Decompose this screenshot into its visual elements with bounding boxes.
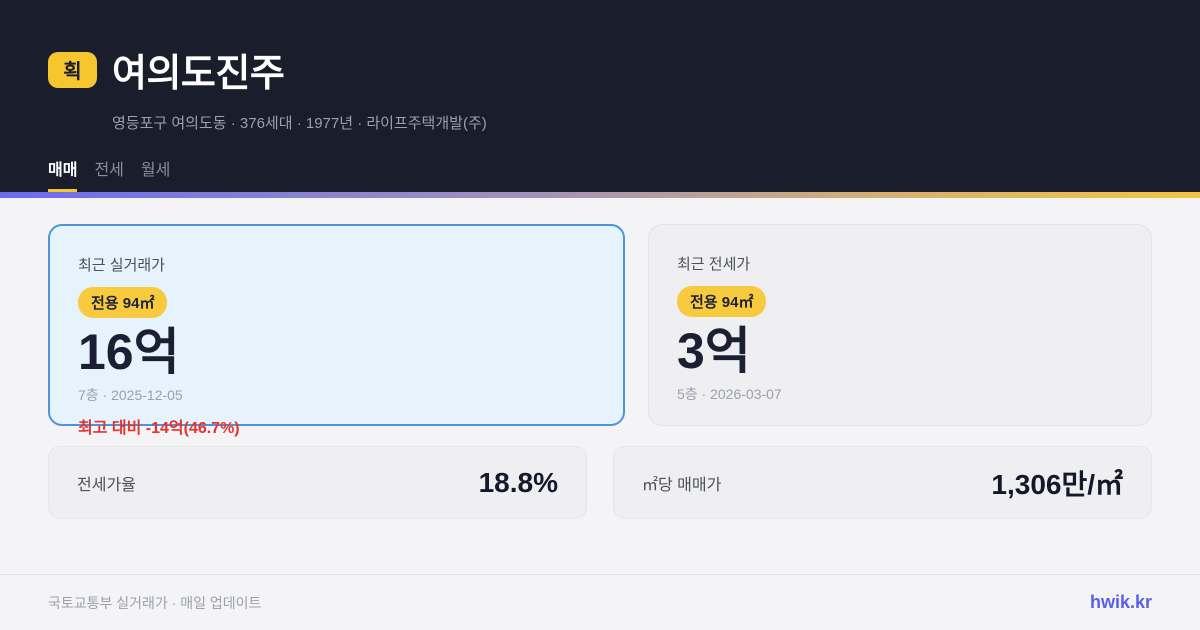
accent-gradient-divider	[0, 192, 1200, 198]
sale-meta: 7층 · 2025-12-05	[78, 387, 183, 403]
jeonse-price: 3억	[677, 323, 751, 379]
brand-badge: 획	[48, 51, 97, 88]
tab-monthly[interactable]: 월세	[140, 162, 171, 179]
brand-link[interactable]: hwik.kr	[1089, 592, 1152, 612]
jeonse-ratio-label: 전세가율	[77, 476, 136, 494]
header: 획 여의도진주 영등포구 여의도동 · 376세대 · 1977년 · 라이프주…	[0, 0, 1200, 192]
sale-card-label: 최근 실거래가	[78, 257, 165, 274]
page-title: 여의도진주	[112, 53, 285, 95]
building-info: 영등포구 여의도동 · 376세대 · 1977년 · 라이프주택개발(주)	[112, 115, 487, 132]
jeonse-ratio-value: 18.8%	[478, 466, 558, 498]
jeonse-area-badge: 전용 94㎡	[677, 286, 767, 317]
price-per-sqm-label: ㎡당 매매가	[642, 476, 722, 494]
sale-price: 16억	[78, 324, 180, 380]
tab-bar: 매매 전세 월세	[48, 156, 1152, 192]
sale-area-badge: 전용 94㎡	[78, 287, 168, 318]
price-per-sqm-value: 1,306만/㎡	[991, 468, 1123, 500]
jeonse-ratio-card: 전세가율 18.8%	[48, 446, 587, 519]
sale-delta-from-peak: 최고 대비 -14억(46.7%)	[78, 420, 240, 437]
title-row: 획 여의도진주	[48, 42, 1152, 97]
main-content: 최근 실거래가 전용 94㎡ 16억 7층 · 2025-12-05 최고 대비…	[0, 198, 1200, 574]
data-source-note: 국토교통부 실거래가 · 매일 업데이트	[48, 594, 262, 611]
tab-jeonse[interactable]: 전세	[94, 162, 124, 179]
jeonse-meta: 5층 · 2026-03-07	[677, 386, 782, 402]
price-per-sqm-card: ㎡당 매매가 1,306만/㎡	[613, 446, 1152, 519]
recent-sale-card: 최근 실거래가 전용 94㎡ 16억 7층 · 2025-12-05 최고 대비…	[48, 224, 625, 437]
recent-jeonse-card: 최근 전세가 전용 94㎡ 3억 5층 · 2026-03-07	[648, 224, 1152, 426]
stats-row: 전세가율 18.8% ㎡당 매매가 1,306만/㎡	[48, 446, 1152, 519]
tab-sale[interactable]: 매매	[48, 156, 78, 192]
jeonse-card-label: 최근 전세가	[677, 256, 751, 273]
price-cards-row: 최근 실거래가 전용 94㎡ 16억 7층 · 2025-12-05 최고 대비…	[48, 224, 1152, 437]
footer: 국토교통부 실거래가 · 매일 업데이트 hwik.kr	[0, 574, 1200, 630]
